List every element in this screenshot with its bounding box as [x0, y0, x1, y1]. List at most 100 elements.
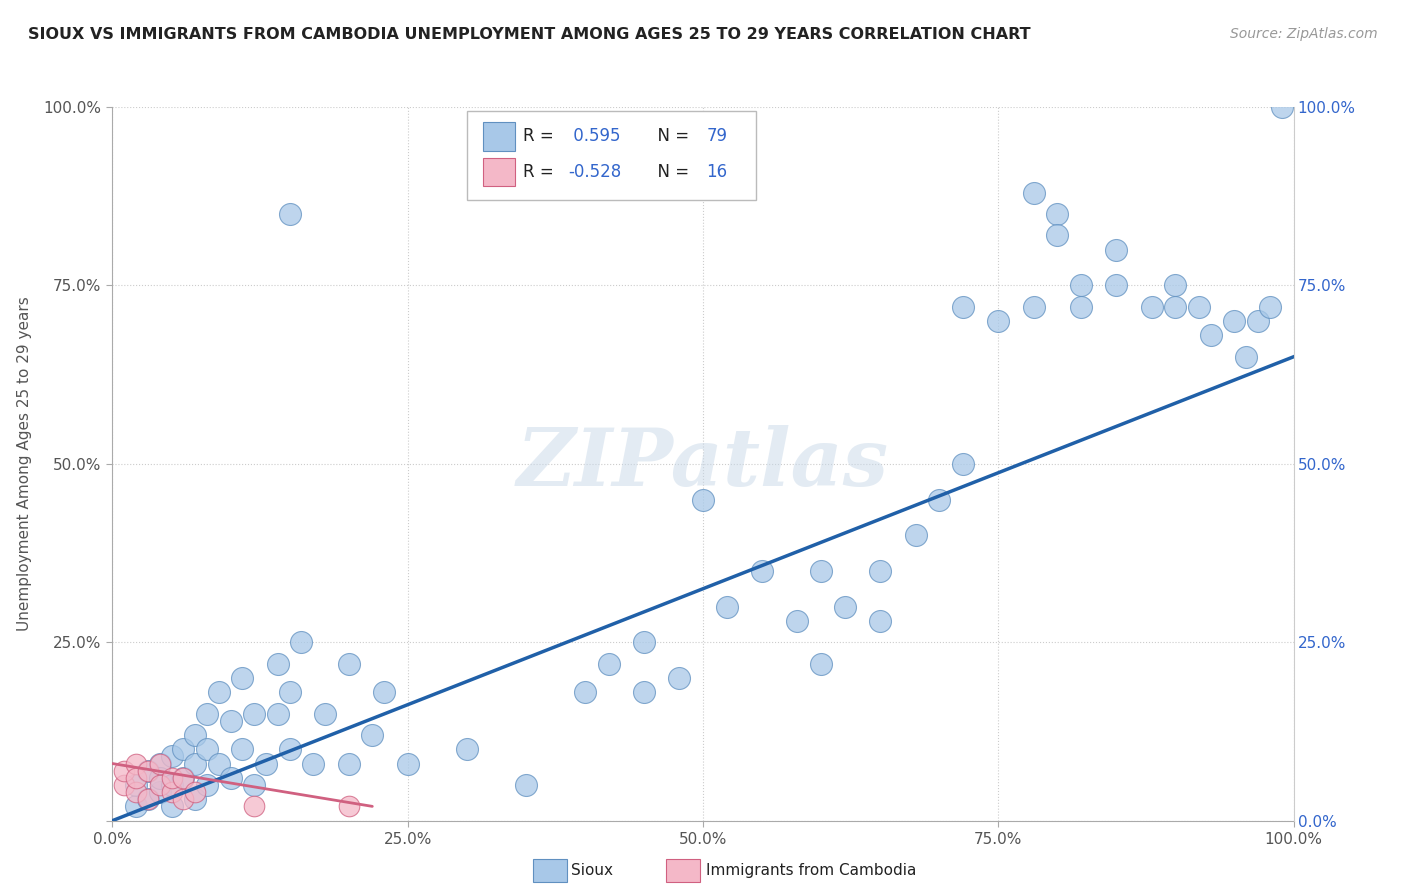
Point	[125, 771, 148, 785]
Point	[1164, 278, 1187, 293]
FancyBboxPatch shape	[484, 158, 515, 186]
Point	[231, 742, 253, 756]
Point	[184, 792, 207, 806]
Point	[869, 564, 891, 578]
Point	[314, 706, 336, 721]
Point	[125, 785, 148, 799]
Point	[515, 778, 537, 792]
Point	[1258, 300, 1281, 314]
Point	[290, 635, 312, 649]
Point	[125, 756, 148, 771]
Point	[337, 756, 360, 771]
Point	[278, 742, 301, 756]
Point	[195, 706, 218, 721]
Point	[184, 785, 207, 799]
Point	[633, 635, 655, 649]
Point	[1105, 243, 1128, 257]
Point	[633, 685, 655, 699]
Point	[254, 756, 277, 771]
Point	[160, 771, 183, 785]
Point	[267, 706, 290, 721]
Point	[692, 492, 714, 507]
Point	[219, 771, 242, 785]
Point	[302, 756, 325, 771]
Point	[751, 564, 773, 578]
Point	[231, 671, 253, 685]
Point	[243, 778, 266, 792]
Point	[904, 528, 927, 542]
Point	[1022, 300, 1045, 314]
Y-axis label: Unemployment Among Ages 25 to 29 years: Unemployment Among Ages 25 to 29 years	[17, 296, 32, 632]
Point	[1234, 350, 1257, 364]
Point	[172, 771, 194, 785]
Text: N =: N =	[648, 163, 695, 181]
Text: 0.595: 0.595	[568, 128, 621, 145]
Point	[786, 614, 808, 628]
FancyBboxPatch shape	[484, 122, 515, 151]
Point	[1199, 328, 1222, 343]
FancyBboxPatch shape	[467, 111, 756, 200]
Point	[149, 785, 172, 799]
Text: Source: ZipAtlas.com: Source: ZipAtlas.com	[1230, 27, 1378, 41]
Point	[1223, 314, 1246, 328]
Point	[278, 207, 301, 221]
Text: -0.528: -0.528	[568, 163, 621, 181]
Text: ZIPatlas: ZIPatlas	[517, 425, 889, 502]
Point	[136, 764, 159, 778]
Point	[456, 742, 478, 756]
Point	[1247, 314, 1270, 328]
Text: Immigrants from Cambodia: Immigrants from Cambodia	[706, 863, 917, 878]
Point	[160, 799, 183, 814]
Point	[149, 778, 172, 792]
Point	[1188, 300, 1211, 314]
Point	[112, 764, 135, 778]
Point	[987, 314, 1010, 328]
Point	[125, 778, 148, 792]
Point	[219, 714, 242, 728]
Point	[160, 749, 183, 764]
Point	[195, 778, 218, 792]
Point	[243, 799, 266, 814]
Point	[267, 657, 290, 671]
Point	[952, 457, 974, 471]
Point	[337, 657, 360, 671]
Text: R =: R =	[523, 128, 560, 145]
Point	[278, 685, 301, 699]
Point	[361, 728, 384, 742]
Point	[160, 785, 183, 799]
Point	[243, 706, 266, 721]
Text: N =: N =	[648, 128, 695, 145]
Point	[125, 799, 148, 814]
Point	[1070, 300, 1092, 314]
Point	[208, 756, 231, 771]
Point	[1046, 228, 1069, 243]
Point	[810, 564, 832, 578]
Point	[869, 614, 891, 628]
Point	[396, 756, 419, 771]
Point	[195, 742, 218, 756]
Point	[1140, 300, 1163, 314]
Point	[1164, 300, 1187, 314]
Point	[208, 685, 231, 699]
Point	[834, 599, 856, 614]
Point	[1271, 100, 1294, 114]
Text: 79: 79	[707, 128, 727, 145]
Point	[160, 778, 183, 792]
Point	[928, 492, 950, 507]
Point	[136, 764, 159, 778]
Point	[149, 756, 172, 771]
Point	[810, 657, 832, 671]
Point	[1105, 278, 1128, 293]
Point	[337, 799, 360, 814]
Point	[1046, 207, 1069, 221]
Point	[184, 728, 207, 742]
Text: SIOUX VS IMMIGRANTS FROM CAMBODIA UNEMPLOYMENT AMONG AGES 25 TO 29 YEARS CORRELA: SIOUX VS IMMIGRANTS FROM CAMBODIA UNEMPL…	[28, 27, 1031, 42]
Point	[1022, 186, 1045, 200]
Point	[373, 685, 395, 699]
Point	[136, 792, 159, 806]
Point	[598, 657, 620, 671]
Point	[112, 778, 135, 792]
Point	[574, 685, 596, 699]
Point	[172, 742, 194, 756]
Point	[184, 756, 207, 771]
